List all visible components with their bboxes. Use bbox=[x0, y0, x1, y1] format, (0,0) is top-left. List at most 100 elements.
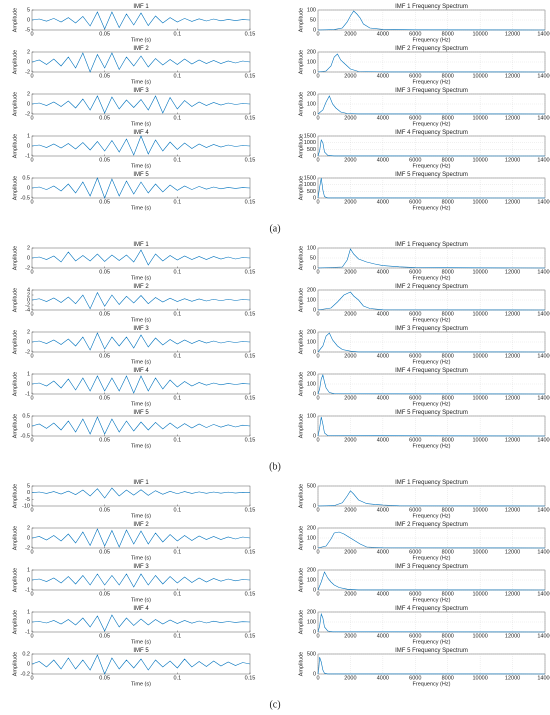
x-tick-label: 12000 bbox=[505, 269, 520, 275]
y-tick-label: 0 bbox=[27, 339, 30, 345]
x-tick-label: 8000 bbox=[442, 353, 454, 359]
x-axis-label: Time (s) bbox=[131, 681, 151, 687]
x-tick-label: 6000 bbox=[409, 115, 421, 121]
signal-line bbox=[31, 135, 251, 156]
x-tick-label: 12000 bbox=[505, 395, 520, 401]
x-tick-label: 2000 bbox=[344, 507, 356, 513]
x-tick-label: 6000 bbox=[409, 311, 421, 317]
x-tick-label: 8000 bbox=[442, 507, 454, 513]
subplot-title: IMF 2 bbox=[133, 522, 149, 528]
x-tick-label: 0 bbox=[30, 633, 33, 639]
y-tick-label: 0 bbox=[27, 143, 30, 149]
signal-line bbox=[31, 291, 251, 310]
y-tick-label: 0 bbox=[27, 59, 30, 65]
x-tick-label: 0 bbox=[316, 269, 319, 275]
y-tick-label: -10 bbox=[22, 503, 30, 509]
x-tick-label: 8000 bbox=[442, 199, 454, 205]
signal-line bbox=[317, 374, 546, 395]
x-tick-label: 0 bbox=[316, 31, 319, 37]
subplot-title: IMF 4 Frequency Spectrum bbox=[395, 368, 468, 374]
x-axis-label: Frequency (Hz) bbox=[413, 597, 451, 603]
y-axis-label: Amplitude bbox=[12, 652, 18, 676]
x-axis-label: Time (s) bbox=[131, 597, 151, 603]
signal-line bbox=[31, 332, 251, 351]
y-tick-label: -1 bbox=[25, 391, 30, 397]
x-tick-label: 10000 bbox=[472, 31, 487, 37]
y-tick-label: 4 bbox=[27, 287, 30, 293]
y-tick-label: 0 bbox=[313, 69, 316, 75]
x-tick-label: 8000 bbox=[442, 591, 454, 597]
x-tick-label: 10000 bbox=[472, 549, 487, 555]
x-tick-label: 0.1 bbox=[174, 353, 182, 359]
y-axis-label: Amplitude bbox=[12, 176, 18, 200]
x-tick-label: 2000 bbox=[344, 31, 356, 37]
y-tick-label: 0 bbox=[27, 490, 30, 496]
y-axis-label: Amplitude bbox=[12, 372, 18, 396]
signal-line bbox=[31, 177, 251, 199]
y-tick-label: -2 bbox=[25, 545, 30, 551]
y-axis-label: Amplitude bbox=[12, 330, 18, 354]
y-tick-label: 100 bbox=[307, 413, 316, 419]
y-tick-label: 100 bbox=[307, 59, 316, 65]
y-tick-label: 0 bbox=[313, 111, 316, 117]
x-tick-label: 4000 bbox=[377, 507, 389, 513]
y-axis-label: Amplitude bbox=[298, 134, 304, 158]
x-tick-label: 10000 bbox=[472, 353, 487, 359]
x-tick-label: 4000 bbox=[377, 675, 389, 681]
signal-line bbox=[31, 11, 251, 30]
x-tick-label: 4000 bbox=[377, 549, 389, 555]
y-axis-label: Amplitude bbox=[298, 330, 304, 354]
signal-line bbox=[317, 10, 546, 31]
y-tick-label: 0 bbox=[313, 195, 316, 201]
y-tick-label: 500 bbox=[307, 483, 316, 489]
x-axis-label: Time (s) bbox=[131, 163, 151, 169]
x-tick-label: 12000 bbox=[505, 633, 520, 639]
x-axis-label: Time (s) bbox=[131, 79, 151, 85]
x-tick-label: 2000 bbox=[344, 269, 356, 275]
x-tick-label: 0 bbox=[30, 31, 33, 37]
y-tick-label: 0.5 bbox=[22, 413, 30, 419]
x-tick-label: 6000 bbox=[409, 437, 421, 443]
y-tick-label: 0 bbox=[313, 671, 316, 677]
x-tick-label: 0 bbox=[316, 115, 319, 121]
x-tick-label: 2000 bbox=[344, 633, 356, 639]
x-tick-label: 0.05 bbox=[99, 269, 110, 275]
x-tick-label: 8000 bbox=[442, 269, 454, 275]
x-tick-label: 6000 bbox=[409, 353, 421, 359]
x-axis-label: Frequency (Hz) bbox=[413, 513, 451, 519]
x-tick-label: 0.15 bbox=[245, 269, 256, 275]
y-axis-label: Amplitude bbox=[298, 414, 304, 438]
x-tick-label: 0.1 bbox=[174, 507, 182, 513]
signal-line bbox=[31, 95, 251, 114]
y-tick-label: 2 bbox=[27, 91, 30, 97]
x-tick-label: 0 bbox=[30, 157, 33, 163]
y-tick-label: 0 bbox=[313, 349, 316, 355]
y-tick-label: 0 bbox=[313, 307, 316, 313]
x-tick-label: 12000 bbox=[505, 591, 520, 597]
x-tick-label: 2000 bbox=[344, 437, 356, 443]
y-tick-label: 0 bbox=[313, 27, 316, 33]
x-tick-label: 8000 bbox=[442, 73, 454, 79]
signal-line bbox=[317, 657, 546, 675]
signal-line bbox=[317, 53, 546, 73]
y-axis-label: Amplitude bbox=[12, 246, 18, 270]
x-tick-label: 2000 bbox=[344, 591, 356, 597]
y-tick-label: -1 bbox=[25, 629, 30, 635]
y-axis-label: Amplitude bbox=[298, 176, 304, 200]
y-tick-label: 200 bbox=[307, 567, 316, 573]
y-axis-label: Amplitude bbox=[298, 92, 304, 116]
y-tick-label: 200 bbox=[307, 371, 316, 377]
y-axis-label: Amplitude bbox=[12, 288, 18, 312]
x-tick-label: 0.15 bbox=[245, 437, 256, 443]
y-tick-label: -5 bbox=[25, 497, 30, 503]
x-tick-label: 0.1 bbox=[174, 437, 182, 443]
y-tick-label: 0 bbox=[313, 265, 316, 271]
x-tick-label: 4000 bbox=[377, 199, 389, 205]
y-tick-label: 100 bbox=[307, 535, 316, 541]
y-tick-label: 0 bbox=[27, 297, 30, 303]
signal-line bbox=[317, 531, 546, 549]
